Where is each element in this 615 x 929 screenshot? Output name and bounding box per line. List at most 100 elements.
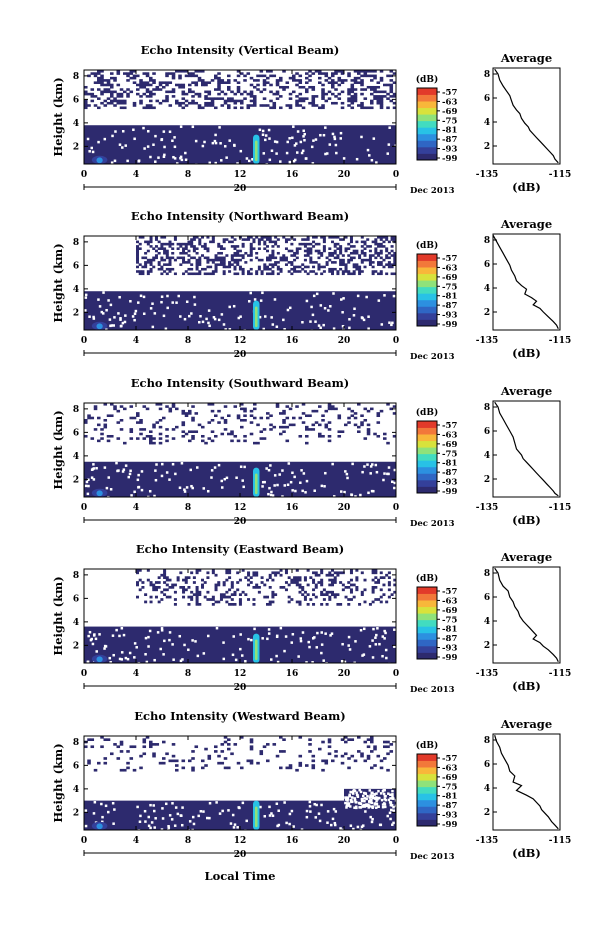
heatmap-cell [334,750,338,753]
heatmap-cell [314,70,319,73]
heatmap-cell [293,254,297,257]
x-tick-label: 12 [234,669,247,679]
heatmap-cell [337,92,342,96]
heatmap-cell [100,437,104,440]
heatmap-cell [288,97,293,100]
heatmap-gap [381,803,385,806]
heatmap-cell [227,106,231,110]
heatmap-cell [163,573,167,577]
heatmap-cell [132,76,137,80]
heatmap-cell [225,254,229,257]
heatmap-cell [366,258,370,262]
heatmap-cell [279,95,283,98]
heatmap-cell [392,101,397,105]
heatmap-gap [139,814,142,818]
heatmap-cell [327,405,332,408]
heatmap-gap [332,807,336,811]
heatmap-cell [288,407,293,411]
heatmap-cell [93,74,98,78]
heatmap-gap [349,790,352,794]
colorbar-segment [417,107,437,115]
heatmap-cell [390,249,394,253]
heatmap-gap [292,825,295,828]
heatmap-gap [374,643,378,646]
heatmap-cell [210,409,215,413]
heatmap-cell [322,236,326,239]
heatmap-cell [214,267,218,271]
heatmap-gap [288,160,292,164]
heatmap-gap [354,495,357,498]
heatmap-gap [261,291,264,295]
heatmap-cell [190,598,194,601]
heatmap-cell [393,263,397,266]
heatmap-gap [84,824,88,828]
heatmap-cell [262,97,267,100]
colorbar-segment [417,120,437,128]
heatmap-gap [239,633,242,636]
heatmap-cell [295,581,299,584]
heatmap-cell [207,754,212,758]
colorbar-segment [417,626,437,634]
heatmap-gap [84,309,87,312]
heatmap-gap [189,468,192,472]
heatmap-cell [284,571,288,575]
heatmap-cell [368,256,372,260]
heatmap-cell [204,441,208,445]
heatmap-cell [327,434,332,438]
heatmap-gap [107,476,111,479]
heatmap-cell [222,247,226,250]
heatmap-cell [154,245,158,248]
heatmap-cell [347,766,351,770]
heatmap-cell [285,766,290,770]
heatmap-cell [179,251,183,255]
heatmap-cell [347,598,351,601]
heatmap-cell [195,595,199,599]
colorbar: (dB)-57-63-69-75-81-87-93-99 [416,74,458,164]
y-tick-label: 4 [484,617,490,627]
heatmap-cell [295,256,299,260]
heatmap-cell [241,238,245,241]
heatmap-cell [163,571,167,575]
colorbar-segment [417,600,437,608]
heatmap-cell [368,254,372,257]
heatmap-cell [331,590,335,594]
heatmap-cell [233,254,237,257]
heatmap-gap [91,150,95,154]
heatmap-cell [168,270,172,273]
heatmap-gap [353,797,357,800]
heatmap-cell [370,92,374,96]
heatmap-gap [345,829,348,833]
heatmap-gap [247,637,250,641]
heatmap-cell [331,272,335,276]
heatmap-gap [116,469,119,473]
heatmap-cell [321,768,325,772]
heatmap-cell [247,578,251,582]
heatmap-cell [379,97,384,100]
heatmap-gap [370,805,373,808]
heatmap-cell [145,736,150,739]
heatmap-cell [389,85,394,89]
heatmap-cell [279,258,283,262]
heatmap-cell [271,571,275,575]
heatmap-gap [103,644,107,648]
heatmap-gap [168,478,171,481]
heatmap-gap [273,298,277,301]
heatmap-cell [298,416,303,420]
heatmap-cell [106,101,111,105]
heatmap-gap [378,642,381,646]
heatmap-cell [214,585,218,589]
heatmap-cell [171,251,175,255]
colorbar-segment [417,760,437,768]
heatmap-gap [128,651,132,655]
heatmap-gap [184,158,188,162]
heatmap-cell [374,270,378,273]
heatmap-gap [346,797,350,800]
heatmap-cell [327,97,332,100]
heatmap-gap [267,628,271,631]
heatmap-cell [303,245,307,248]
heatmap-gap [262,152,266,155]
heatmap-gap [367,806,371,809]
heatmap-cell [110,95,114,98]
heatmap-cell [188,412,192,415]
heatmap-gap [173,824,177,827]
